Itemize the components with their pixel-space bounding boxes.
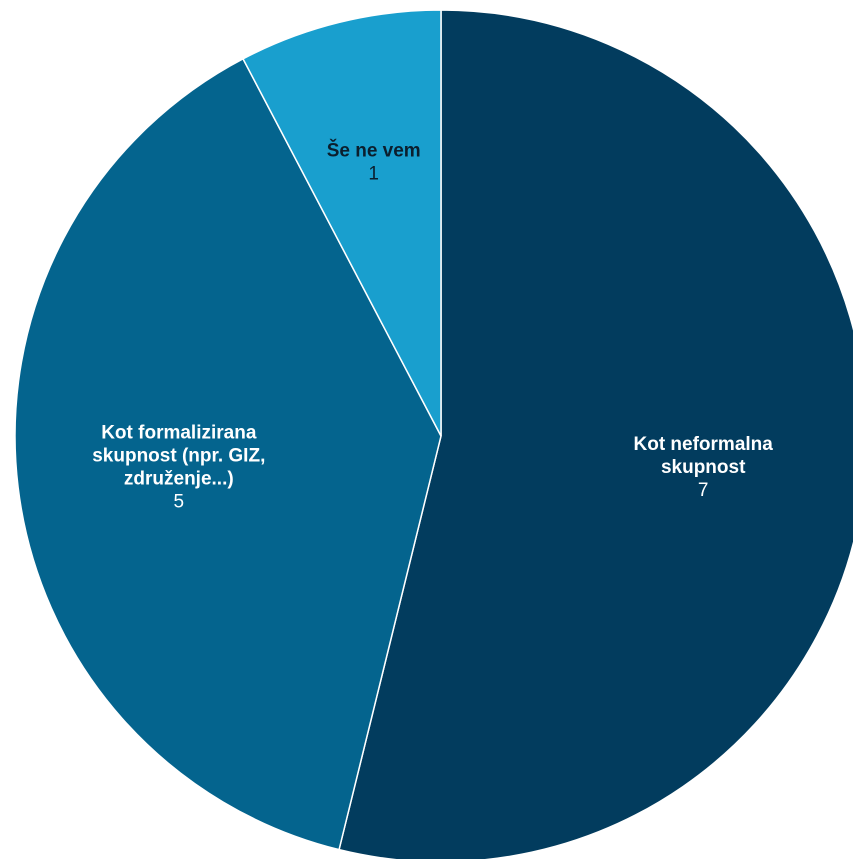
pie-slice-1: [14, 57, 442, 851]
slice-label-1-line-0: Kot formalizirana: [101, 422, 257, 443]
slice-label-1-line-1: skupnost (npr. GIZ,: [92, 445, 265, 466]
slice-value-1: 5: [174, 491, 185, 512]
slice-label-0-line-0: Kot neformalna: [634, 434, 774, 455]
slice-value-2: 1: [368, 164, 379, 185]
pie-slices: [14, 9, 853, 859]
slice-label-2-line-0: Še ne vem: [327, 140, 421, 162]
slice-value-0: 7: [698, 480, 709, 501]
slice-label-1-line-2: združenje...): [124, 468, 234, 489]
pie-slice-0: [338, 9, 853, 859]
slice-label-0-line-1: skupnost: [661, 457, 746, 478]
pie-slice-2: [242, 9, 442, 437]
